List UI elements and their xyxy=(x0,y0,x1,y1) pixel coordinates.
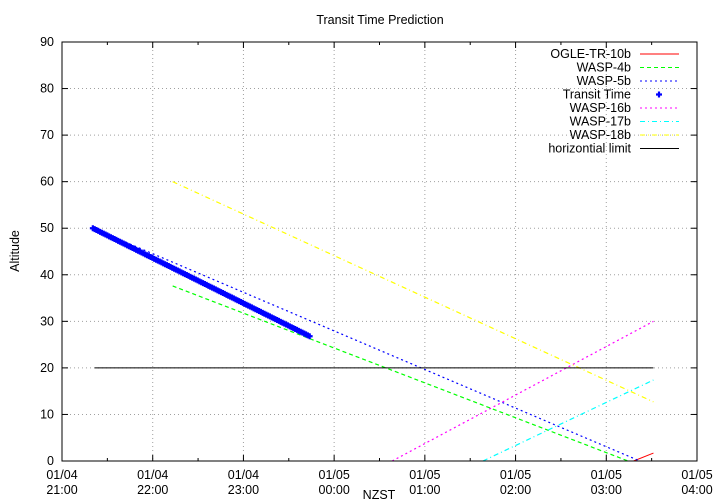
y-tick-label: 0 xyxy=(47,454,54,468)
transit-point xyxy=(306,333,313,340)
y-tick-label: 80 xyxy=(40,82,54,96)
x-axis-label: NZST xyxy=(363,488,396,502)
x-tick-time: 02:00 xyxy=(500,483,531,497)
legend-item-wasp-16b: WASP-16b xyxy=(570,101,679,115)
y-tick-label: 40 xyxy=(40,268,54,282)
legend-item-horizontial-limit: horizontial limit xyxy=(548,142,679,156)
legend-item-wasp-18b: WASP-18b xyxy=(570,128,679,142)
legend-label: WASP-17b xyxy=(570,115,631,129)
legend-item-wasp-17b: WASP-17b xyxy=(570,115,679,129)
x-tick-time: 04:00 xyxy=(681,483,712,497)
x-tick-date: 01/05 xyxy=(681,468,712,482)
x-tick-time: 01:00 xyxy=(409,483,440,497)
x-tick-date: 01/05 xyxy=(591,468,622,482)
chart-title: Transit Time Prediction xyxy=(316,13,443,27)
series-transit-time xyxy=(89,225,313,340)
x-tick-date: 01/04 xyxy=(228,468,259,482)
legend-label: OGLE-TR-10b xyxy=(550,47,631,61)
legend-item-wasp-5b: WASP-5b xyxy=(577,74,679,88)
x-tick-time: 03:00 xyxy=(591,483,622,497)
legend-label: Transit Time xyxy=(563,88,631,102)
legend-item-wasp-4b: WASP-4b xyxy=(577,61,679,75)
series-wasp-17b xyxy=(482,379,654,462)
y-axis-label: Altitude xyxy=(8,230,22,272)
x-tick-time: 22:00 xyxy=(137,483,168,497)
x-tick-date: 01/05 xyxy=(319,468,350,482)
y-tick-label: 10 xyxy=(40,407,54,421)
y-tick-label: 30 xyxy=(40,314,54,328)
legend-item-ogle-tr-10b: OGLE-TR-10b xyxy=(550,47,679,61)
data-series xyxy=(89,181,654,462)
legend-label: horizontial limit xyxy=(548,142,631,156)
legend-label: WASP-5b xyxy=(577,74,631,88)
x-tick-time: 21:00 xyxy=(46,483,77,497)
x-axis-ticks: 01/0421:0001/0422:0001/0423:0001/0500:00… xyxy=(46,42,713,497)
x-tick-date: 01/05 xyxy=(500,468,531,482)
x-tick-date: 01/05 xyxy=(409,468,440,482)
legend-item-transit-time: Transit Time xyxy=(563,88,662,102)
series-wasp-18b xyxy=(172,181,654,403)
legend-label: WASP-16b xyxy=(570,101,631,115)
y-tick-label: 70 xyxy=(40,128,54,142)
legend-marker-icon xyxy=(656,91,662,98)
series-wasp-5b xyxy=(92,227,641,462)
y-axis-ticks: 0 10 20 30 40 50 60 70 80 90 xyxy=(40,35,697,468)
y-tick-label: 50 xyxy=(40,221,54,235)
y-tick-label: 20 xyxy=(40,361,54,375)
x-tick-time: 00:00 xyxy=(319,483,350,497)
x-tick-date: 01/04 xyxy=(137,468,168,482)
legend-label: WASP-4b xyxy=(577,61,631,75)
series-wasp-4b xyxy=(172,285,629,462)
legend-label: WASP-18b xyxy=(570,128,631,142)
y-tick-label: 90 xyxy=(40,35,54,49)
x-tick-date: 01/04 xyxy=(46,468,77,482)
x-tick-time: 23:00 xyxy=(228,483,259,497)
series-wasp-16b xyxy=(391,320,654,462)
y-tick-label: 60 xyxy=(40,175,54,189)
